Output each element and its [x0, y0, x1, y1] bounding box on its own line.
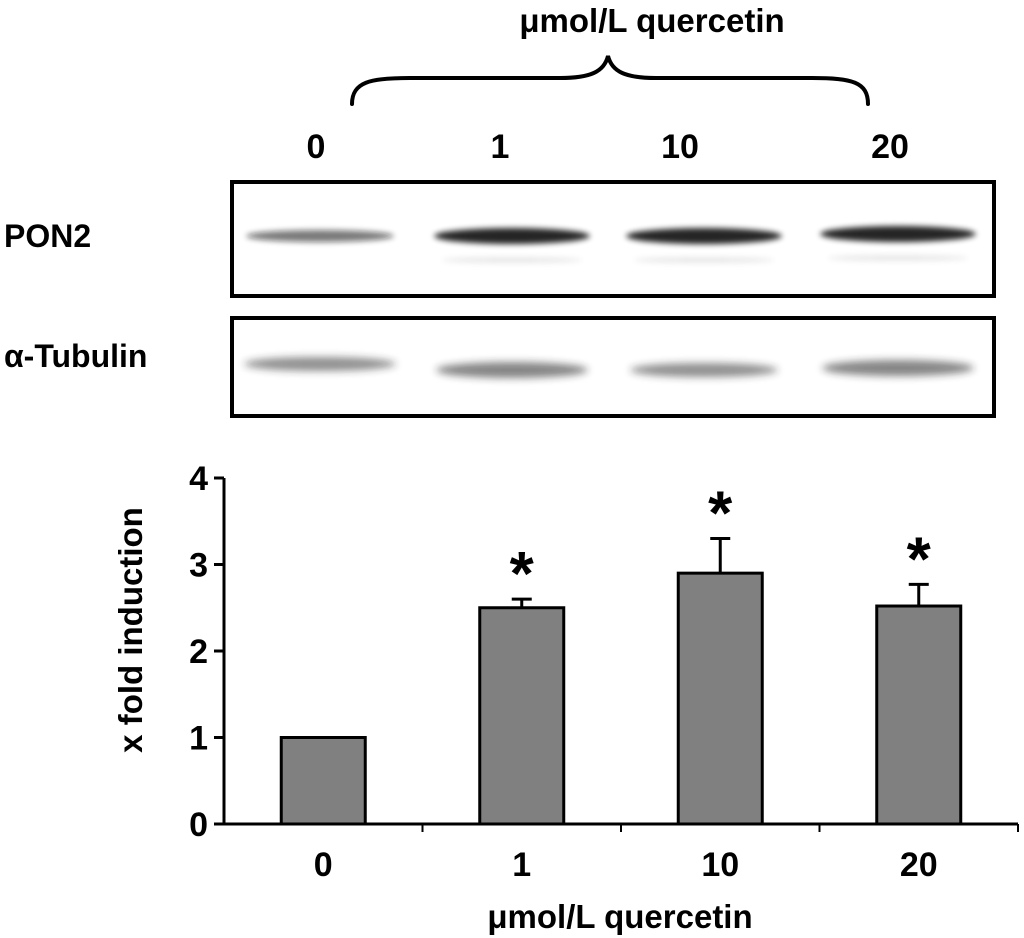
x-tick-label-10: 10 [701, 846, 739, 884]
y-tick-label-3: 3 [189, 547, 208, 585]
blot-treatment-title: μmol/L quercetin [519, 2, 785, 39]
band-pon2-3 [820, 226, 976, 242]
band-pon2-2 [626, 228, 782, 244]
band-tubulin-3 [822, 360, 974, 376]
significance-mark-1: * [510, 540, 535, 609]
y-tick-label-0: 0 [189, 806, 208, 844]
band-tubulin-0 [244, 357, 396, 371]
blot-concentration-10: 10 [661, 128, 699, 166]
y-tick-label-2: 2 [189, 633, 208, 671]
blot-membrane-pon2 [230, 180, 996, 298]
bar-20 [875, 604, 963, 826]
band-tubulin-1 [436, 362, 588, 378]
bar-1 [478, 606, 566, 826]
y-axis-title: x fold induction [112, 507, 149, 753]
band-pon2-0 [246, 230, 394, 242]
band-pon2-1b [442, 257, 582, 263]
treatment-brace [350, 55, 870, 106]
x-tick-label-20: 20 [900, 846, 938, 884]
x-tick-label-1: 1 [512, 846, 531, 884]
bar-10 [676, 571, 764, 826]
band-pon2-3b [828, 255, 968, 261]
blot-bands-pon2 [246, 226, 976, 263]
y-tick-label-1: 1 [189, 720, 208, 758]
blot-row-label-pon2: PON2 [4, 218, 92, 254]
band-pon2-2b [634, 257, 774, 263]
y-tick-label-4: 4 [189, 460, 208, 498]
significance-mark-20: * [907, 525, 932, 594]
band-tubulin-2 [630, 363, 778, 377]
band-pon2-1 [434, 228, 590, 244]
significance-mark-10: * [708, 480, 733, 549]
blot-concentration-0: 0 [306, 128, 326, 166]
bar-0 [279, 736, 367, 826]
x-axis-title: μmol/L quercetin [487, 898, 752, 935]
blot-concentration-20: 20 [871, 128, 909, 166]
blot-membrane-tubulin [230, 316, 996, 418]
blot-bands-tubulin [244, 357, 974, 378]
x-tick-label-0: 0 [314, 846, 333, 884]
blot-row-label-tubulin: α-Tubulin [4, 338, 148, 374]
blot-concentration-1: 1 [490, 128, 510, 166]
